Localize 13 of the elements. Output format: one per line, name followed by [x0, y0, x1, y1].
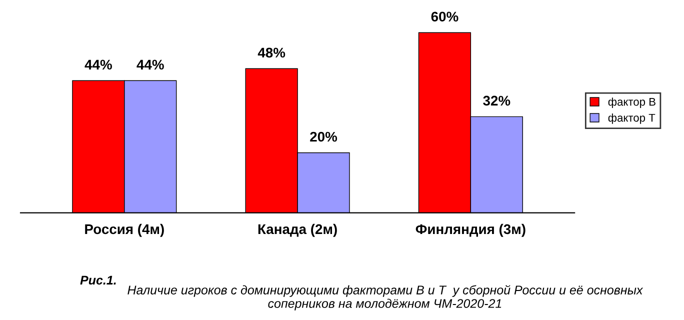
data-label: 44%	[84, 60, 112, 70]
data-label: 48%	[258, 48, 286, 58]
legend-label: фактор В	[608, 98, 656, 108]
x-tick-label: Россия (4м)	[85, 224, 164, 237]
text: Рис.1.	[80, 276, 116, 285]
data-label: 32%	[483, 96, 510, 106]
data-label: 20%	[310, 132, 338, 142]
legend-label: фактор Т	[608, 114, 656, 124]
x-tick-label: Канада (2м)	[258, 224, 337, 237]
x-tick-label: Финляндия (3м)	[416, 224, 526, 237]
text: Наличие игроков с доминирующими факторами В и Т у сборной России и её основных соперников на молодёжном ЧМ-2020-21	[128, 285, 644, 310]
data-label: 60%	[431, 12, 458, 22]
data-label: 44%	[136, 60, 164, 70]
